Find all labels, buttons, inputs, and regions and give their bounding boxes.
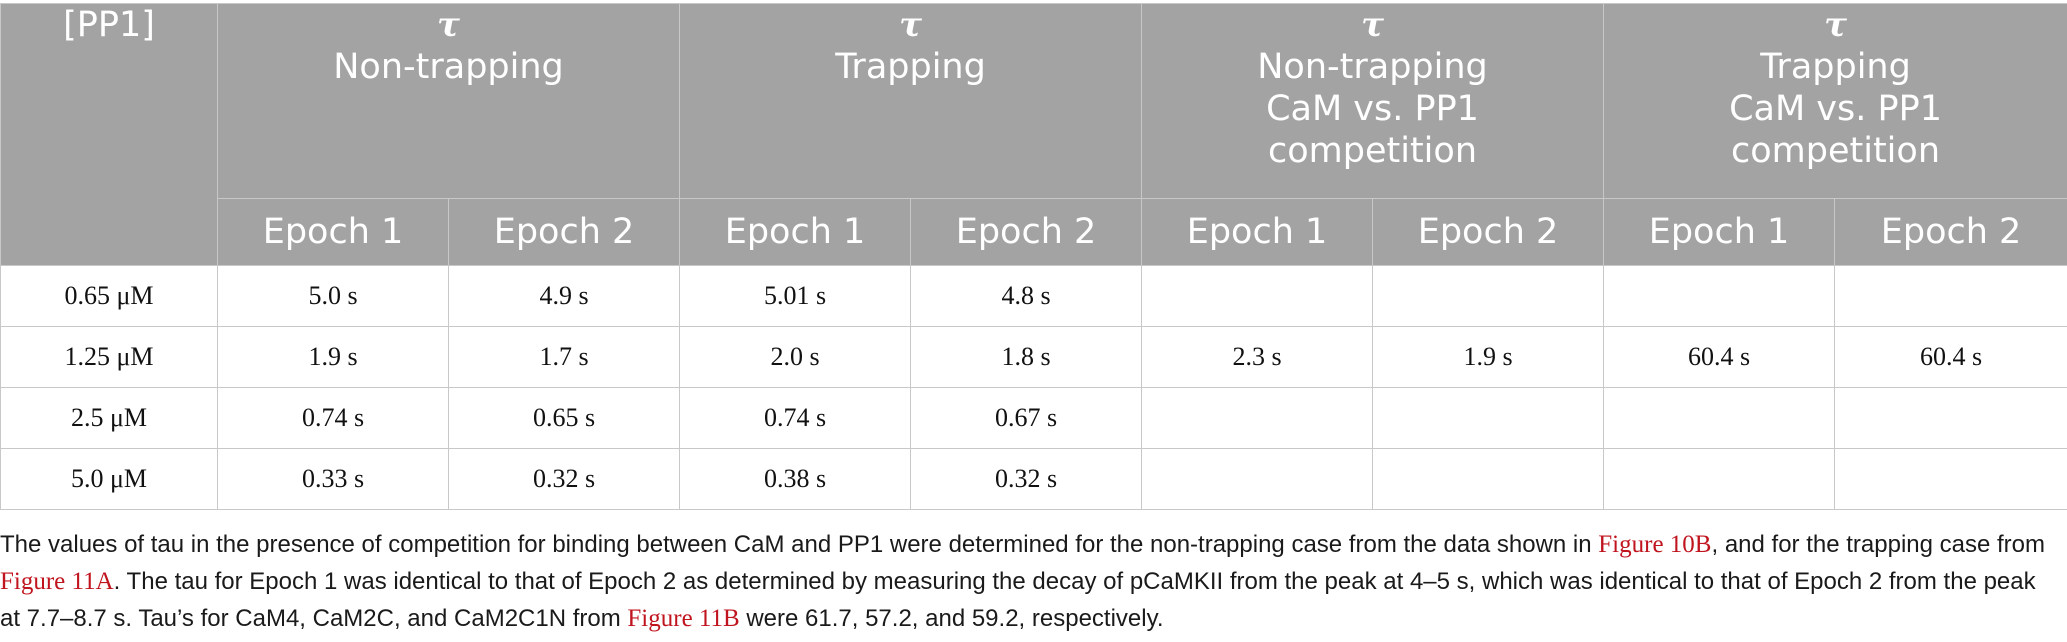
- epoch-2-header: Epoch 2: [448, 198, 680, 266]
- tau-cell: [1834, 448, 2067, 510]
- group-header-non-trapping-competition: τ Non-trapping CaM vs. PP1 competition: [1141, 3, 1605, 199]
- group-header-line: competition: [1731, 131, 1941, 171]
- tau-cell: 2.0 s: [679, 326, 911, 388]
- tau-cell: 0.65 s: [448, 387, 680, 449]
- tau-cell: [1372, 387, 1605, 449]
- group-header-line: Non-trapping: [333, 47, 564, 87]
- tau-cell: 0.38 s: [679, 448, 911, 510]
- tau-cell: 0.67 s: [909, 387, 1143, 449]
- group-header-line: CaM vs. PP1: [1266, 89, 1479, 129]
- tau-cell: 0.32 s: [909, 448, 1143, 510]
- tau-cell: 1.9 s: [1372, 326, 1605, 388]
- tau-cell: [1141, 448, 1374, 510]
- pp1-concentration-cell: 1.25 μM: [0, 326, 218, 388]
- tau-cell: 60.4 s: [1834, 326, 2067, 388]
- data-table: [PP1] τ Non-trapping τ Trapping τ Non-tr…: [0, 3, 2067, 510]
- tau-cell: 0.74 s: [679, 387, 911, 449]
- figure-11a-link[interactable]: Figure 11A: [0, 568, 114, 595]
- epoch-2-header: Epoch 2: [1372, 198, 1605, 266]
- group-header-non-trapping: τ Non-trapping: [217, 3, 680, 199]
- epoch-1-header: Epoch 1: [1141, 198, 1374, 266]
- footnote-text: . The tau for Epoch 1 was identical to t…: [0, 568, 2036, 632]
- group-header-line: CaM vs. PP1: [1729, 89, 1942, 129]
- group-header-trapping: τ Trapping: [678, 3, 1143, 199]
- epoch-2-header: Epoch 2: [1834, 198, 2067, 266]
- group-header-trapping-competition: τ Trapping CaM vs. PP1 competition: [1603, 3, 2067, 199]
- table-row: 1.25 μM 1.9 s 1.7 s 2.0 s 1.8 s 2.3 s 1.…: [0, 326, 2067, 388]
- tau-cell: [1603, 387, 1836, 449]
- tau-cell: 5.01 s: [679, 265, 911, 327]
- tau-symbol: τ: [899, 5, 922, 45]
- tau-cell: [1834, 265, 2067, 327]
- table-row: 2.5 μM 0.74 s 0.65 s 0.74 s 0.67 s: [0, 387, 2067, 449]
- tau-symbol: τ: [1361, 5, 1384, 45]
- tau-cell: 4.8 s: [909, 265, 1143, 327]
- table-row: 5.0 μM 0.33 s 0.32 s 0.38 s 0.32 s: [0, 448, 2067, 510]
- group-header-line: competition: [1268, 131, 1478, 171]
- epoch-2-header: Epoch 2: [909, 198, 1143, 266]
- tau-cell: [1372, 448, 1605, 510]
- figure-10b-link[interactable]: Figure 10B: [1598, 531, 1712, 558]
- table-row: 0.65 μM 5.0 s 4.9 s 5.01 s 4.8 s: [0, 265, 2067, 327]
- tau-cell: 1.7 s: [448, 326, 680, 388]
- footnote-text: were 61.7, 57.2, and 59.2, respectively.: [739, 605, 1164, 632]
- tau-cell: [1141, 265, 1374, 327]
- footnote-text: The values of tau in the presence of com…: [0, 531, 1599, 558]
- pp1-header-label: [PP1]: [63, 5, 155, 45]
- tau-cell: 60.4 s: [1603, 326, 1836, 388]
- pp1-concentration-cell: 2.5 μM: [0, 387, 218, 449]
- epoch-1-header: Epoch 1: [1603, 198, 1836, 266]
- tau-cell: 0.33 s: [217, 448, 449, 510]
- tau-cell: 0.74 s: [217, 387, 449, 449]
- epoch-1-header: Epoch 1: [217, 198, 449, 266]
- tau-cell: [1603, 448, 1836, 510]
- pp1-column-header: [PP1]: [0, 3, 218, 266]
- group-header-line: Trapping: [1760, 47, 1911, 87]
- tau-cell: [1834, 387, 2067, 449]
- tau-cell: 1.9 s: [217, 326, 449, 388]
- group-header-line: Non-trapping: [1257, 47, 1488, 87]
- tau-cell: 2.3 s: [1141, 326, 1374, 388]
- tau-symbol: τ: [1824, 5, 1847, 45]
- pp1-concentration-cell: 5.0 μM: [0, 448, 218, 510]
- table-footnote: The values of tau in the presence of com…: [0, 526, 2060, 637]
- group-header-line: Trapping: [835, 47, 986, 87]
- tau-cell: [1141, 387, 1374, 449]
- epoch-1-header: Epoch 1: [679, 198, 911, 266]
- tau-cell: 0.32 s: [448, 448, 680, 510]
- tau-cell: 1.8 s: [909, 326, 1143, 388]
- tau-symbol: τ: [437, 5, 460, 45]
- tau-cell: 5.0 s: [217, 265, 449, 327]
- figure-11b-link[interactable]: Figure 11B: [627, 605, 740, 632]
- pp1-concentration-cell: 0.65 μM: [0, 265, 218, 327]
- tau-cell: 4.9 s: [448, 265, 680, 327]
- footnote-text: , and for the trapping case from: [1711, 531, 2045, 558]
- tau-cell: [1372, 265, 1605, 327]
- tau-cell: [1603, 265, 1836, 327]
